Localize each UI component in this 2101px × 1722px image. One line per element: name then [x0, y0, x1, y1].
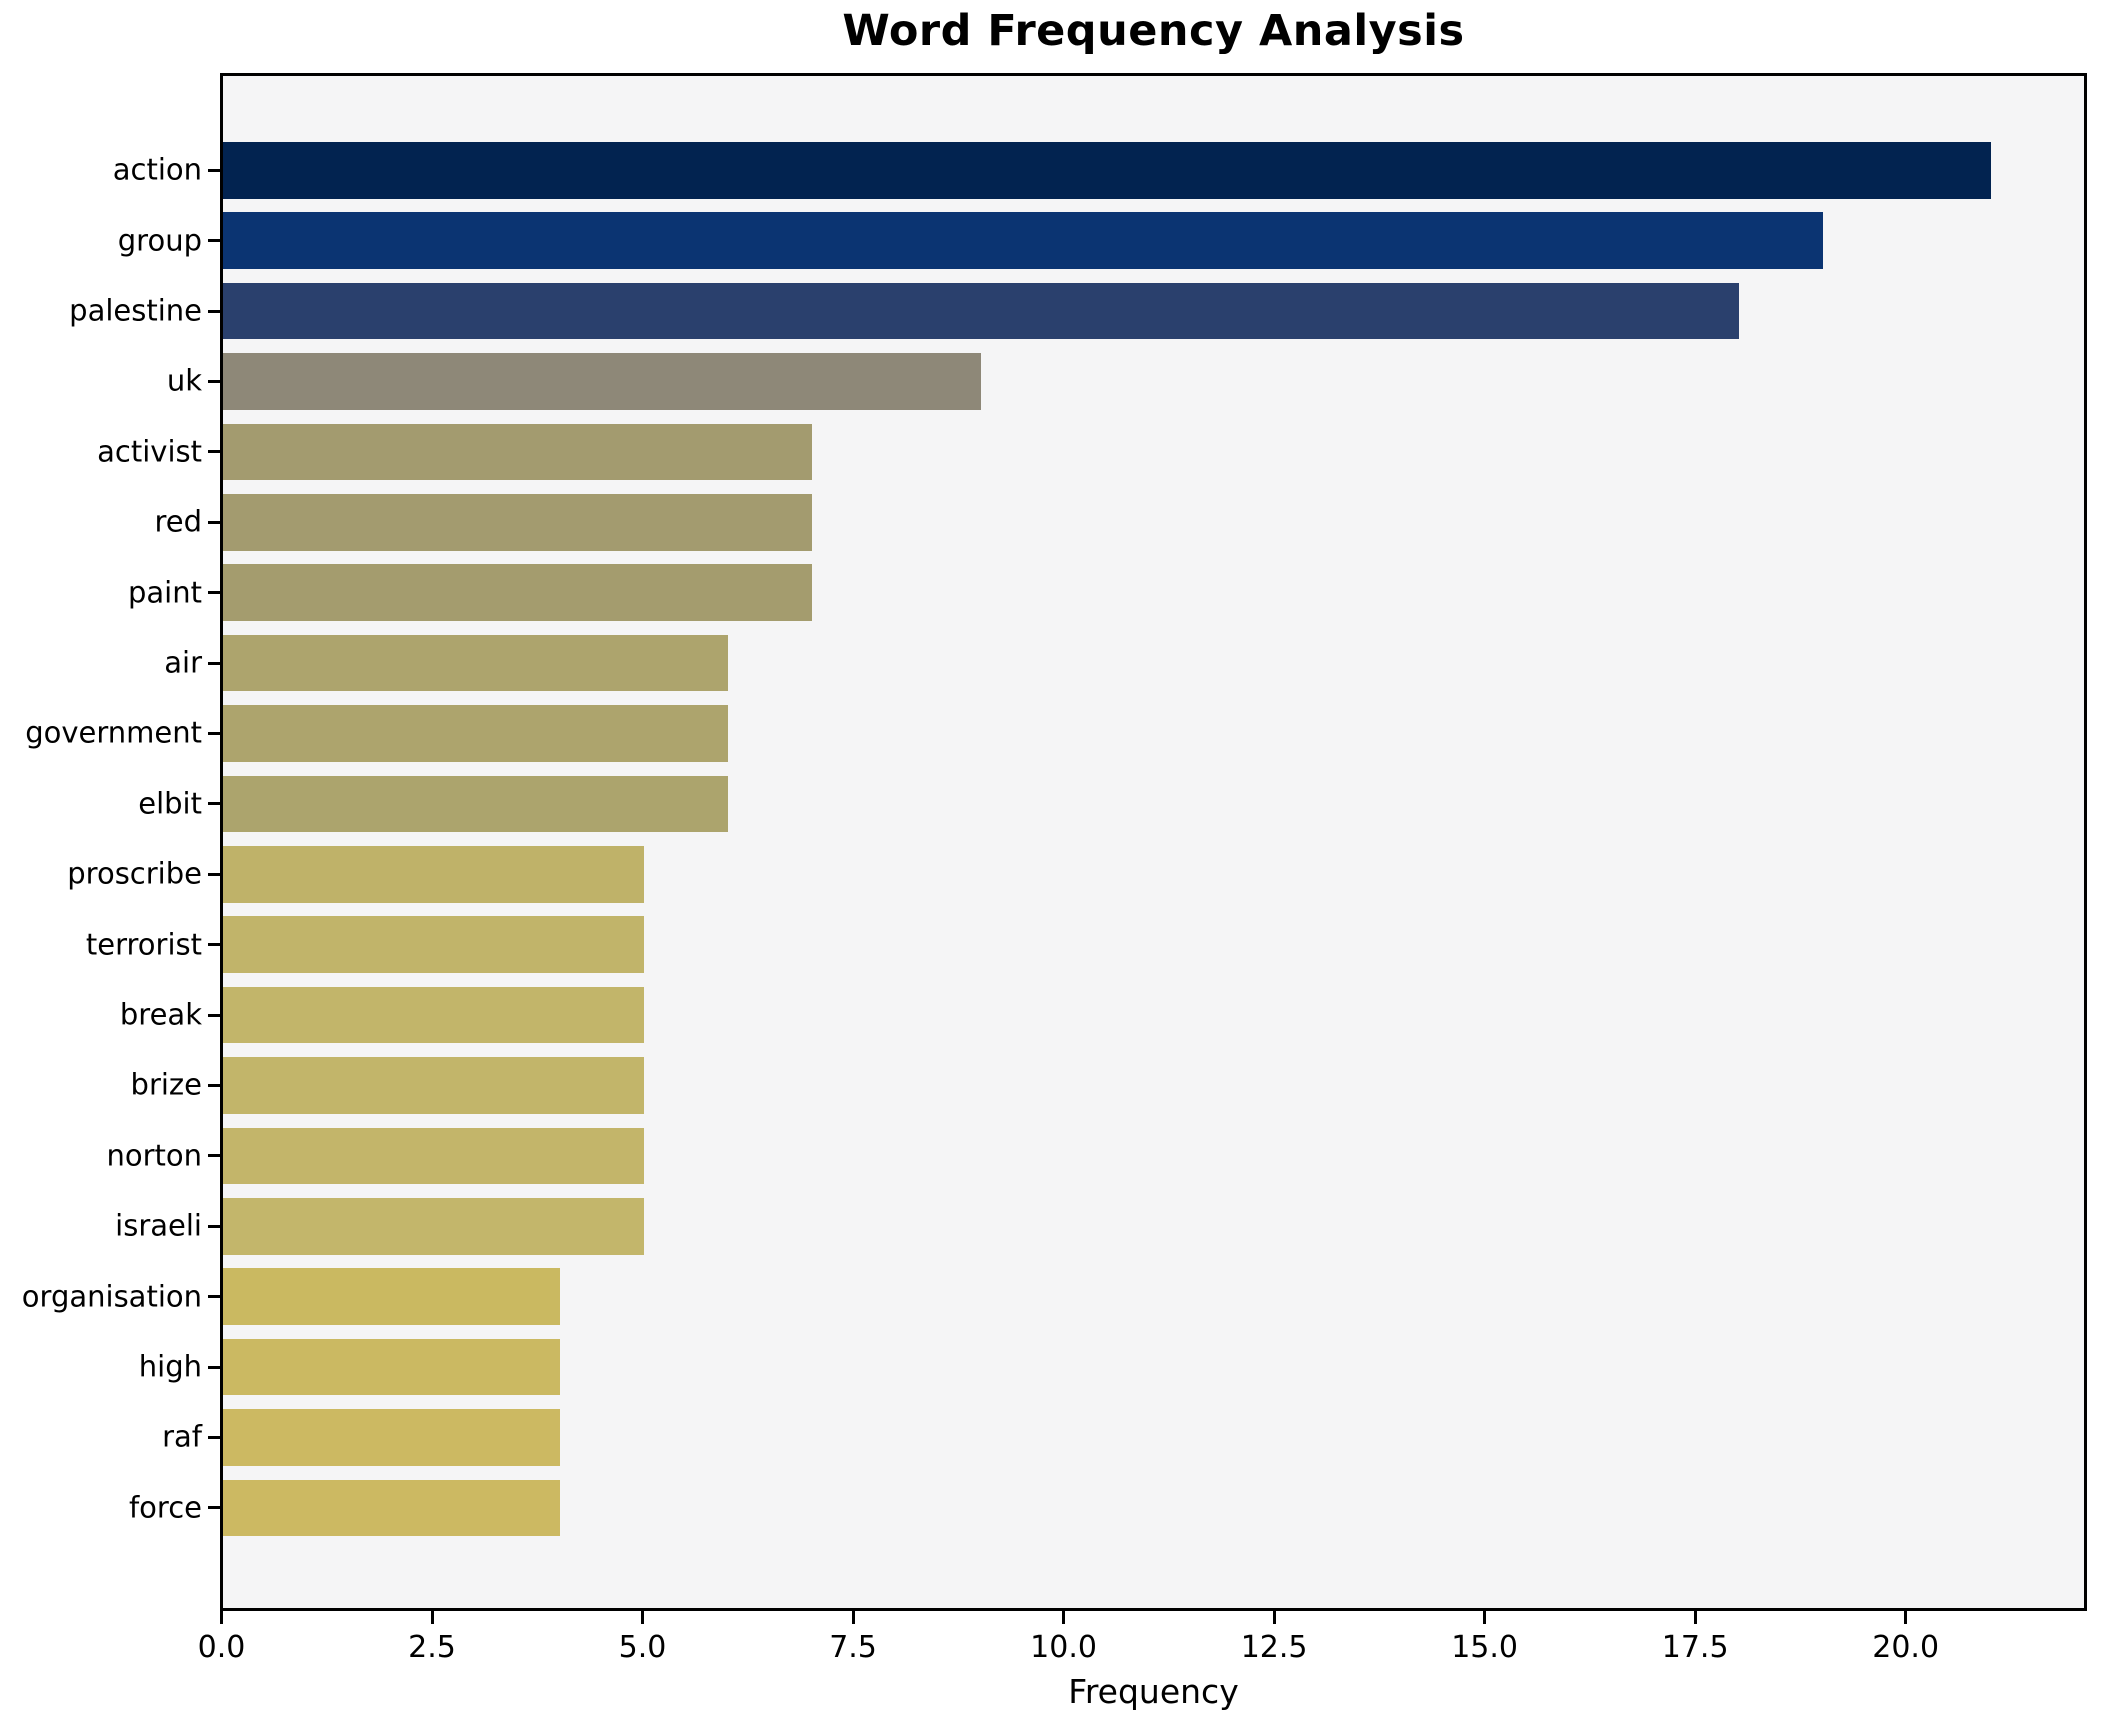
y-axis-label: terrorist: [85, 926, 202, 961]
y-axis-label: force: [128, 1490, 202, 1525]
y-axis-label: break: [119, 997, 202, 1032]
x-tick-mark: [430, 1611, 434, 1624]
bar-elbit: [223, 775, 729, 833]
x-tick-label: 20.0: [1872, 1630, 1940, 1665]
bar-action: [223, 142, 1992, 199]
bar-break: [223, 986, 645, 1044]
bars-container: [223, 76, 2084, 1608]
y-tick-mark: [208, 591, 220, 595]
y-tick-mark: [208, 872, 220, 876]
bar-group: [223, 212, 1823, 269]
y-tick-mark: [208, 309, 220, 313]
y-tick-mark: [208, 661, 220, 665]
y-tick-mark: [208, 520, 220, 524]
x-tick-mark: [1483, 1611, 1487, 1624]
x-tick-label: 12.5: [1240, 1630, 1308, 1665]
y-axis-label: israeli: [115, 1208, 202, 1243]
y-axis-label: raf: [162, 1419, 202, 1454]
bar-paint: [223, 564, 813, 621]
x-tick-label: 7.5: [829, 1630, 877, 1665]
y-axis-label: palestine: [69, 293, 202, 328]
bar-palestine: [223, 282, 1739, 340]
y-axis-label: brize: [130, 1067, 202, 1102]
bar-red: [223, 494, 813, 551]
x-tick-label: 2.5: [408, 1630, 456, 1665]
y-tick-mark: [208, 1506, 220, 1510]
y-tick-mark: [208, 1295, 220, 1299]
y-axis-label: government: [25, 715, 202, 750]
y-tick-mark: [208, 450, 220, 454]
bar-force: [223, 1479, 560, 1537]
y-axis-label: action: [112, 152, 202, 187]
x-tick-label: 0.0: [197, 1630, 246, 1665]
bar-government: [223, 705, 729, 762]
y-tick-mark: [208, 1365, 220, 1369]
bar-israeli: [223, 1198, 645, 1255]
x-tick-label: 15.0: [1451, 1630, 1519, 1665]
y-tick-mark: [208, 239, 220, 243]
x-axis-title: Frequency: [1068, 1672, 1239, 1711]
x-tick-mark: [641, 1611, 645, 1624]
bar-norton: [223, 1127, 645, 1185]
y-tick-mark: [208, 802, 220, 806]
bar-uk: [223, 353, 981, 410]
y-tick-mark: [208, 168, 220, 172]
y-axis-label: air: [164, 645, 202, 680]
y-tick-mark: [208, 1013, 220, 1017]
y-tick-mark: [208, 1154, 220, 1158]
y-axis-label: proscribe: [67, 856, 202, 891]
y-axis-label: organisation: [21, 1278, 202, 1313]
y-tick-mark: [208, 1435, 220, 1439]
y-tick-mark: [208, 1083, 220, 1087]
chart-title: Word Frequency Analysis: [842, 6, 1465, 56]
y-axis-label: high: [138, 1349, 202, 1384]
x-tick-mark: [1904, 1611, 1908, 1624]
y-axis-label: paint: [128, 574, 202, 609]
x-tick-mark: [1693, 1611, 1697, 1624]
bar-raf: [223, 1409, 560, 1466]
y-tick-mark: [208, 731, 220, 735]
bar-activist: [223, 423, 813, 481]
bar-organisation: [223, 1268, 560, 1325]
x-tick-mark: [1062, 1611, 1066, 1624]
y-tick-mark: [208, 1224, 220, 1228]
y-tick-mark: [208, 943, 220, 947]
bar-air: [223, 634, 729, 692]
bar-terrorist: [223, 916, 645, 973]
x-tick-mark: [851, 1611, 855, 1624]
y-axis-label: elbit: [138, 786, 202, 821]
y-axis-label: activist: [97, 434, 202, 469]
x-tick-mark: [1272, 1611, 1276, 1624]
x-tick-mark: [220, 1611, 223, 1624]
x-tick-label: 10.0: [1030, 1630, 1097, 1665]
x-tick-label: 5.0: [618, 1630, 667, 1665]
x-tick-label: 17.5: [1661, 1630, 1729, 1665]
y-axis-label: group: [117, 222, 202, 257]
plot-area: [220, 73, 2087, 1611]
y-axis-label: norton: [106, 1138, 202, 1173]
bar-proscribe: [223, 846, 645, 903]
bar-brize: [223, 1057, 645, 1114]
y-axis-label: red: [154, 504, 202, 539]
y-axis-label: uk: [166, 363, 202, 398]
bar-high: [223, 1338, 560, 1396]
y-tick-mark: [208, 379, 220, 383]
